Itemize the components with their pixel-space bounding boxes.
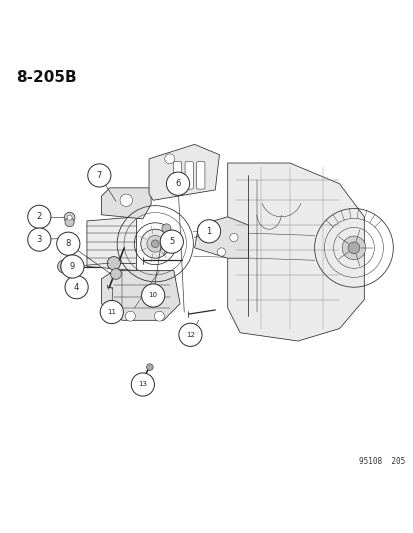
- Polygon shape: [87, 217, 136, 271]
- Polygon shape: [101, 188, 151, 219]
- Circle shape: [61, 255, 84, 278]
- Circle shape: [342, 236, 365, 260]
- Circle shape: [229, 233, 237, 241]
- Circle shape: [67, 215, 72, 220]
- Circle shape: [61, 263, 67, 270]
- Circle shape: [120, 194, 132, 206]
- Circle shape: [65, 276, 88, 299]
- FancyBboxPatch shape: [196, 161, 204, 189]
- Text: 9: 9: [70, 262, 75, 271]
- Circle shape: [160, 230, 183, 253]
- Circle shape: [64, 212, 75, 223]
- Circle shape: [161, 224, 171, 233]
- Text: 8-205B: 8-205B: [17, 70, 77, 85]
- Text: 1: 1: [206, 227, 211, 236]
- Circle shape: [65, 238, 74, 247]
- Circle shape: [141, 284, 164, 307]
- Circle shape: [131, 373, 154, 396]
- Text: 13: 13: [138, 382, 147, 387]
- Text: 10: 10: [148, 293, 157, 298]
- Circle shape: [140, 229, 169, 258]
- Text: 2: 2: [37, 212, 42, 221]
- Text: 3: 3: [37, 235, 42, 244]
- Text: 11: 11: [107, 309, 116, 315]
- Text: 95108  205: 95108 205: [358, 457, 405, 466]
- Text: 5: 5: [169, 237, 174, 246]
- Text: 6: 6: [175, 179, 180, 188]
- Text: 7: 7: [97, 171, 102, 180]
- Circle shape: [125, 311, 135, 321]
- Circle shape: [67, 236, 72, 241]
- Circle shape: [100, 301, 123, 324]
- Text: 12: 12: [185, 332, 195, 338]
- Polygon shape: [194, 217, 248, 258]
- Circle shape: [110, 269, 121, 279]
- FancyBboxPatch shape: [173, 161, 181, 189]
- Circle shape: [166, 172, 189, 195]
- Polygon shape: [227, 163, 363, 341]
- Circle shape: [164, 154, 174, 164]
- Circle shape: [347, 242, 359, 254]
- Circle shape: [65, 217, 74, 227]
- Circle shape: [178, 323, 202, 346]
- Circle shape: [28, 228, 51, 251]
- Circle shape: [217, 248, 225, 256]
- Text: 4: 4: [74, 282, 79, 292]
- Circle shape: [154, 311, 164, 321]
- Circle shape: [147, 236, 163, 252]
- Circle shape: [107, 256, 120, 270]
- Circle shape: [146, 364, 153, 370]
- Circle shape: [57, 260, 71, 273]
- Circle shape: [28, 205, 51, 229]
- Circle shape: [88, 164, 111, 187]
- Circle shape: [64, 233, 75, 244]
- Polygon shape: [101, 271, 180, 320]
- Text: 8: 8: [66, 239, 71, 248]
- Circle shape: [151, 240, 159, 247]
- FancyBboxPatch shape: [185, 161, 193, 189]
- Circle shape: [197, 220, 220, 243]
- Polygon shape: [149, 144, 219, 200]
- Circle shape: [57, 232, 80, 255]
